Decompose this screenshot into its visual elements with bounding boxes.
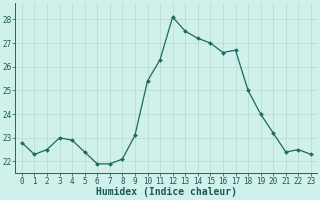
X-axis label: Humidex (Indice chaleur): Humidex (Indice chaleur): [96, 187, 237, 197]
